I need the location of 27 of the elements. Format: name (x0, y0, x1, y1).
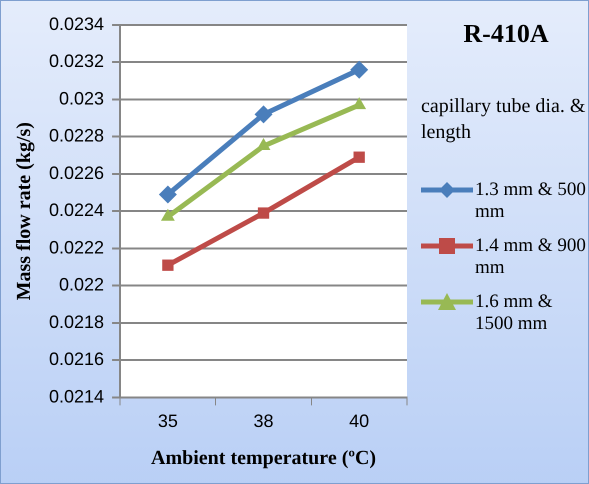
point (258, 207, 270, 219)
y-tick-label: 0.0224 (48, 200, 104, 220)
y-tick-label: 0.0226 (48, 162, 104, 183)
y-tick-label: 0.0222 (48, 237, 104, 258)
y-tick-label: 0.0234 (48, 14, 104, 34)
y-tick-label: 0.022 (59, 274, 104, 295)
legend-label: 1.4 mm & 900 mm (475, 235, 586, 279)
y-tick-label: 0.0228 (48, 126, 104, 146)
point (162, 260, 174, 271)
legend-label: 1.3 mm & 500 mm (475, 179, 586, 223)
y-tick-label: 0.0214 (48, 386, 104, 406)
x-tick-label: 38 (254, 411, 274, 432)
text: R-410A (462, 19, 550, 49)
y-tick-label: 0.0218 (48, 312, 104, 332)
point (354, 152, 365, 163)
point (350, 60, 368, 79)
x-axis-title: Ambient temperature (ºC) (150, 447, 376, 470)
y-tick-label: 0.0216 (48, 349, 104, 370)
x-tick-label: 35 (158, 411, 178, 432)
legend-label: 1.6 mm & 1500 mm (475, 291, 554, 335)
x-tick-label: 40 (349, 411, 370, 432)
y-tick-label: 0.023 (59, 88, 104, 108)
legend-title: capillary tube dia. & length (421, 94, 586, 145)
point (158, 185, 177, 204)
point (254, 105, 273, 124)
y-tick-label: 0.0232 (48, 51, 104, 72)
y-axis-title: Mass flow rate (kg/s) (13, 122, 36, 300)
